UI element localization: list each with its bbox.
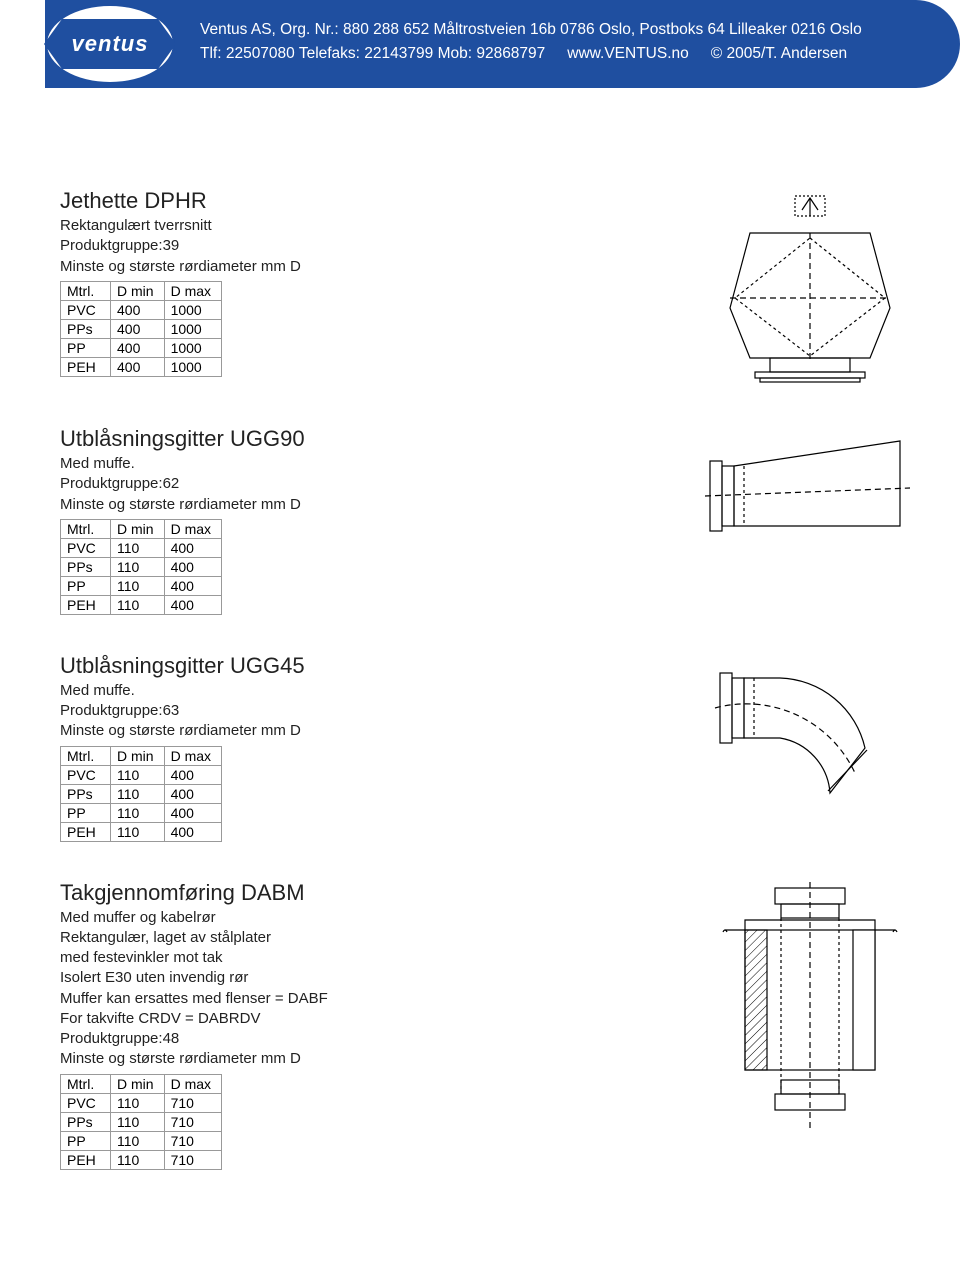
web-line: www.VENTUS.no bbox=[567, 42, 688, 66]
product-sub: Rektangulær, laget av stålplater bbox=[60, 928, 530, 948]
product-sub: Med muffe. bbox=[60, 681, 530, 701]
diagram-jethette-icon bbox=[700, 188, 960, 388]
product-sub: Med muffer og kabelrør bbox=[60, 908, 530, 928]
product-sub: Produktgruppe:48 bbox=[60, 1029, 530, 1049]
table-row: PP110710 bbox=[61, 1131, 222, 1150]
product-sub: Minste og største rørdiameter mm D bbox=[60, 257, 530, 277]
logo-text: ventus bbox=[72, 31, 149, 57]
product-sub: Produktgruppe:39 bbox=[60, 236, 530, 256]
diagram-ugg45-icon bbox=[700, 653, 960, 813]
product-ugg45: Utblåsningsgitter UGG45 Med muffe. Produ… bbox=[60, 653, 960, 842]
product-sub: med festevinkler mot tak bbox=[60, 948, 530, 968]
product-sub: Produktgruppe:62 bbox=[60, 474, 530, 494]
product-dabm: Takgjennomføring DABM Med muffer og kabe… bbox=[60, 880, 960, 1170]
product-sub: For takvifte CRDV = DABRDV bbox=[60, 1009, 530, 1029]
product-sub: Rektangulært tverrsnitt bbox=[60, 216, 530, 236]
product-title: Utblåsningsgitter UGG45 bbox=[60, 653, 530, 679]
product-sub: Minste og største rørdiameter mm D bbox=[60, 495, 530, 515]
table-row: Mtrl.D minD max bbox=[61, 746, 222, 765]
logo-badge: ventus bbox=[62, 19, 158, 69]
page-header: ventus Ventus AS, Org. Nr.: 880 288 652 … bbox=[0, 0, 960, 88]
diagram-ugg90-icon bbox=[700, 426, 960, 556]
product-sub: Produktgruppe:63 bbox=[60, 701, 530, 721]
table-row: PPs4001000 bbox=[61, 319, 222, 338]
diagram-dabm-icon bbox=[700, 880, 960, 1130]
data-table: Mtrl.D minD max PVC110710 PPs110710 PP11… bbox=[60, 1074, 222, 1170]
copyright-line: © 2005/T. Andersen bbox=[711, 42, 847, 66]
table-row: PEH110400 bbox=[61, 595, 222, 614]
company-line: Ventus AS, Org. Nr.: 880 288 652 Måltros… bbox=[200, 18, 862, 42]
table-row: PVC110400 bbox=[61, 765, 222, 784]
product-title: Jethette DPHR bbox=[60, 188, 530, 214]
table-row: PPs110710 bbox=[61, 1112, 222, 1131]
product-sub: Minste og største rørdiameter mm D bbox=[60, 721, 530, 741]
data-table: Mtrl.D minD max PVC4001000 PPs4001000 PP… bbox=[60, 281, 222, 377]
table-row: PPs110400 bbox=[61, 784, 222, 803]
product-sub: Med muffe. bbox=[60, 454, 530, 474]
table-row: PEH110710 bbox=[61, 1150, 222, 1169]
data-table: Mtrl.D minD max PVC110400 PPs110400 PP11… bbox=[60, 746, 222, 842]
table-row: Mtrl.D minD max bbox=[61, 519, 222, 538]
table-row: PEH4001000 bbox=[61, 357, 222, 376]
table-row: PP110400 bbox=[61, 576, 222, 595]
header-text: Ventus AS, Org. Nr.: 880 288 652 Måltros… bbox=[200, 18, 862, 66]
table-row: PVC110400 bbox=[61, 538, 222, 557]
table-row: Mtrl.D minD max bbox=[61, 281, 222, 300]
product-sub: Minste og største rørdiameter mm D bbox=[60, 1049, 530, 1069]
content: Jethette DPHR Rektangulært tverrsnitt Pr… bbox=[0, 88, 960, 1170]
table-row: PVC4001000 bbox=[61, 300, 222, 319]
phone-line: Tlf: 22507080 Telefaks: 22143799 Mob: 92… bbox=[200, 42, 545, 66]
product-ugg90: Utblåsningsgitter UGG90 Med muffe. Produ… bbox=[60, 426, 960, 615]
table-row: PP4001000 bbox=[61, 338, 222, 357]
logo: ventus bbox=[45, 4, 175, 84]
product-title: Utblåsningsgitter UGG90 bbox=[60, 426, 530, 452]
table-row: PPs110400 bbox=[61, 557, 222, 576]
product-sub: Isolert E30 uten invendig rør bbox=[60, 968, 530, 988]
table-row: Mtrl.D minD max bbox=[61, 1074, 222, 1093]
product-title: Takgjennomføring DABM bbox=[60, 880, 530, 906]
table-row: PEH110400 bbox=[61, 822, 222, 841]
data-table: Mtrl.D minD max PVC110400 PPs110400 PP11… bbox=[60, 519, 222, 615]
table-row: PP110400 bbox=[61, 803, 222, 822]
table-row: PVC110710 bbox=[61, 1093, 222, 1112]
product-sub: Muffer kan ersattes med flenser = DABF bbox=[60, 989, 530, 1009]
product-jethette: Jethette DPHR Rektangulært tverrsnitt Pr… bbox=[60, 188, 960, 388]
